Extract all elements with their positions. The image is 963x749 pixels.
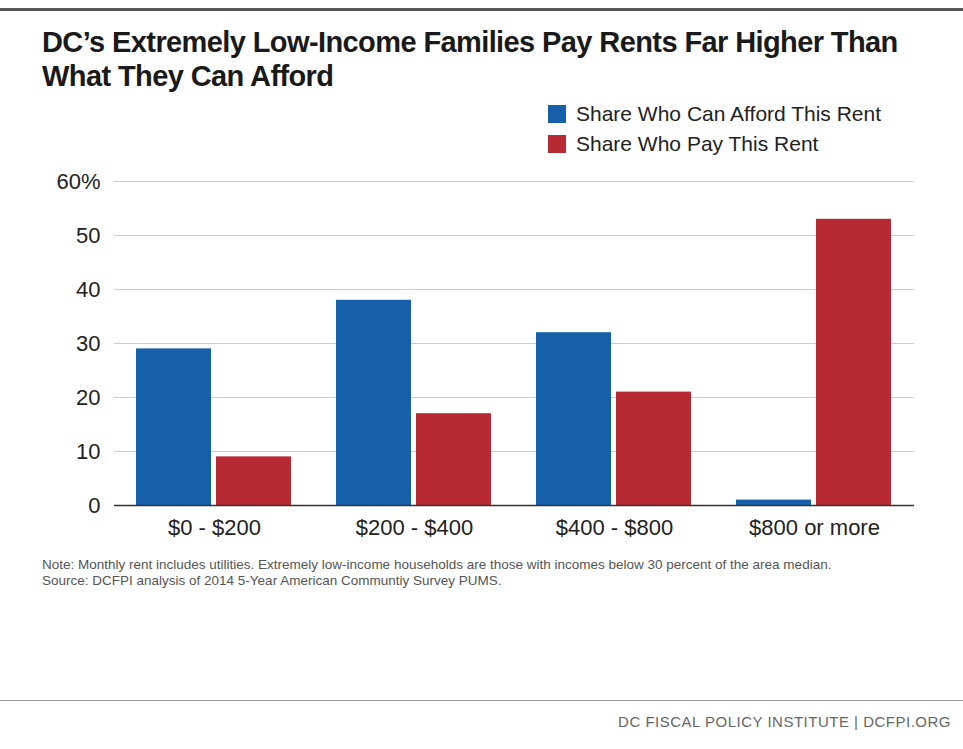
- html-text:DC FISCAL POLICY INSTITUTE | D: DC FISCAL POLICY INSTITUTE | DCFPI.ORG: [618, 713, 951, 730]
- html-text:Share Who Pay This Rent: Share Who Pay This Rent: [576, 132, 819, 155]
- svg-text:30: 30: [76, 331, 100, 356]
- svg-text:10: 10: [76, 439, 100, 464]
- html-text:Note: Monthly rent includes ut: Note: Monthly rent includes utilities. E…: [42, 557, 832, 572]
- svg-text:$0 - $200: $0 - $200: [168, 515, 261, 540]
- html-text:Source: DCFPI analysis of 2014: Source: DCFPI analysis of 2014 5-Year Am…: [42, 573, 502, 588]
- svg-text:20: 20: [76, 385, 100, 410]
- svg-text:60%: 60%: [56, 169, 100, 194]
- svg-text:$200 - $400: $200 - $400: [356, 515, 473, 540]
- html-text:Share Who Can Afford This Rent: Share Who Can Afford This Rent: [576, 102, 882, 125]
- svg-text:$400 - $800: $400 - $800: [556, 515, 673, 540]
- html-text:DC’s Extremely Low-Income Fami: DC’s Extremely Low-Income Families Pay R…: [42, 26, 898, 92]
- svg-text:40: 40: [76, 277, 100, 302]
- svg-text:0: 0: [88, 493, 100, 518]
- svg-text:$800 or more: $800 or more: [749, 515, 880, 540]
- svg-text:50: 50: [76, 223, 100, 248]
